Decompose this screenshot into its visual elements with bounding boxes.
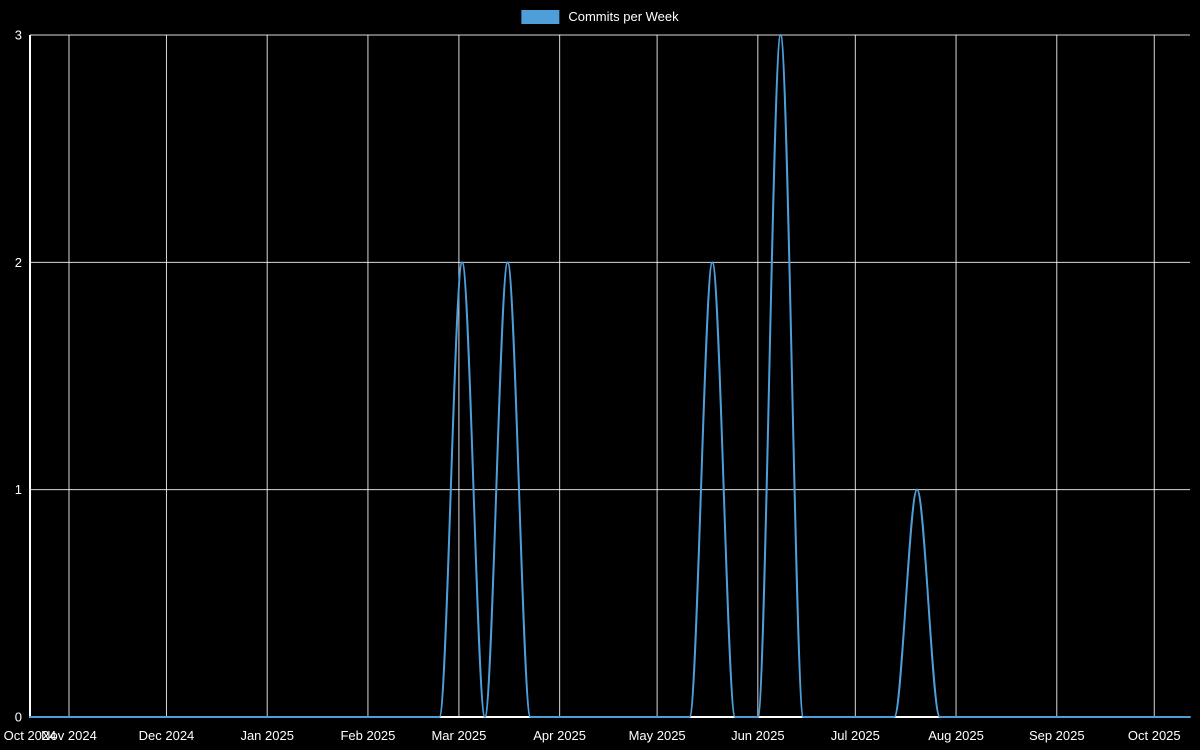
y-tick-label: 3 xyxy=(15,28,22,43)
x-tick-label: Jun 2025 xyxy=(731,728,785,743)
series-line-commits-per-week xyxy=(29,34,1191,719)
legend-label: Commits per Week xyxy=(568,9,679,24)
x-tick-label: May 2025 xyxy=(629,728,686,743)
legend-swatch xyxy=(521,10,560,24)
y-tick-label: 0 xyxy=(15,710,22,725)
x-tick-label: Mar 2025 xyxy=(431,728,486,743)
x-tick-label: Jul 2025 xyxy=(831,728,880,743)
x-tick-label: Sep 2025 xyxy=(1029,728,1085,743)
x-tick-label: Oct 2025 xyxy=(1128,728,1181,743)
legend-item-commits-per-week[interactable]: Commits per Week xyxy=(521,9,679,25)
x-tick-label: Nov 2024 xyxy=(41,728,97,743)
x-tick-label: Dec 2024 xyxy=(139,728,195,743)
x-tick-label: Oct 2024 xyxy=(4,728,57,743)
x-tick-label: Aug 2025 xyxy=(928,728,984,743)
x-tick-label: Jan 2025 xyxy=(240,728,294,743)
y-tick-label: 1 xyxy=(15,482,22,497)
x-tick-label: Feb 2025 xyxy=(340,728,395,743)
x-tick-label: Apr 2025 xyxy=(533,728,586,743)
y-tick-label: 2 xyxy=(15,255,22,270)
